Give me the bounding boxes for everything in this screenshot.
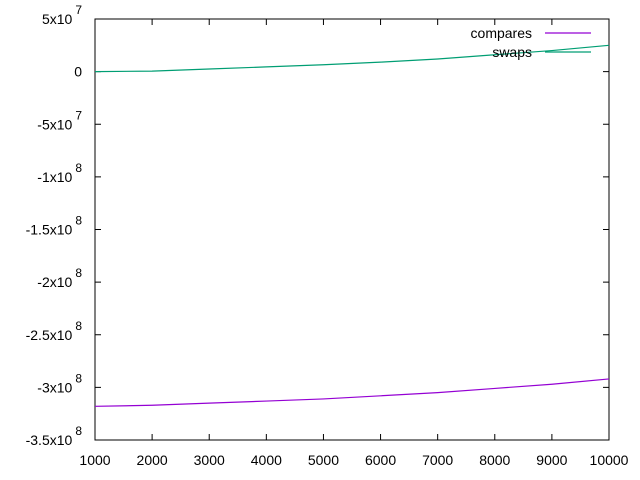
y-tick-label: -5x107 xyxy=(37,108,82,132)
x-tick-label: 1000 xyxy=(79,452,110,468)
legend: compares swaps xyxy=(471,25,591,60)
y-axis-ticks: 5x107 0 -5x107 -1x108 -1.5x108 -2x108 -2.5x108… xyxy=(26,3,609,448)
series-line-swaps xyxy=(94,44,610,73)
y-tick-label: 0 xyxy=(74,64,82,80)
y-tick-label: -3x108 xyxy=(37,371,82,395)
x-tick-label: 5000 xyxy=(308,452,339,468)
y-tick-label: -1x108 xyxy=(37,161,82,185)
x-tick-label: 2000 xyxy=(137,452,168,468)
series-line-compares xyxy=(94,378,610,407)
y-tick-label: -1.5x108 xyxy=(26,214,83,238)
legend-label-compares: compares xyxy=(471,25,532,41)
x-tick-label: 9000 xyxy=(536,452,567,468)
x-tick-label: 7000 xyxy=(422,452,453,468)
y-tick-label: 5x107 xyxy=(42,3,82,27)
x-tick-label: 10000 xyxy=(590,452,629,468)
y-tick-label: -2.5x108 xyxy=(26,319,83,343)
y-tick-label: -2x108 xyxy=(37,266,82,290)
plot-frame xyxy=(94,18,610,441)
x-tick-label: 8000 xyxy=(479,452,510,468)
series-lines xyxy=(94,44,610,407)
x-tick-label: 6000 xyxy=(365,452,396,468)
y-tick-label: -3.5x108 xyxy=(26,424,83,448)
x-axis-ticks: 1000 2000 3000 4000 5000 6000 7000 8000 9000 1000… xyxy=(79,19,629,468)
legend-label-swaps: swaps xyxy=(492,44,532,60)
x-tick-label: 3000 xyxy=(194,452,225,468)
plot-border xyxy=(94,18,610,441)
x-tick-label: 4000 xyxy=(251,452,282,468)
